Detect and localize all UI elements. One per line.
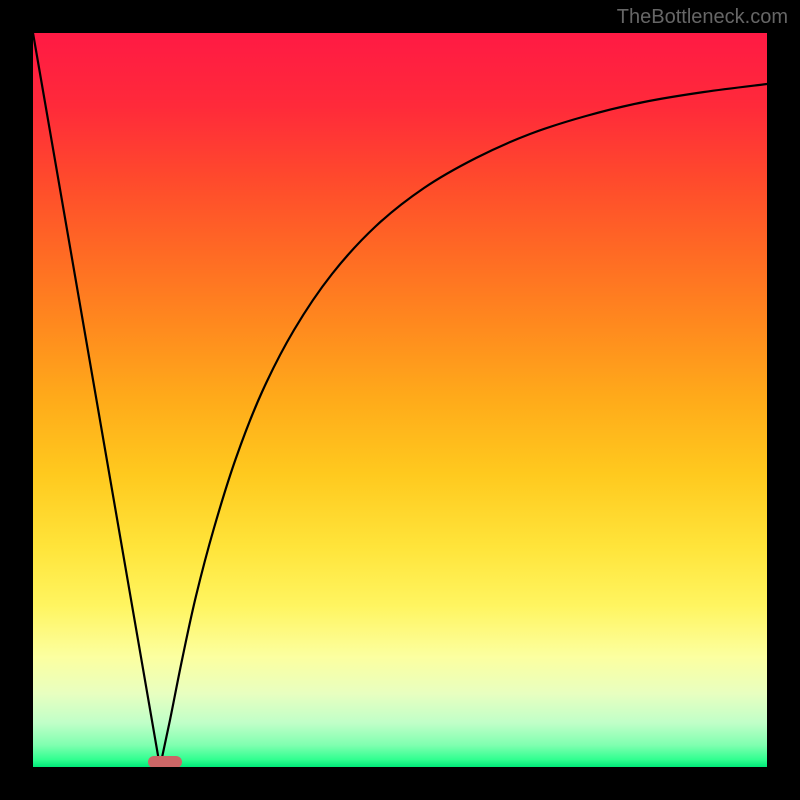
bottleneck-curve: [33, 33, 767, 767]
curve-overlay: [33, 33, 767, 767]
optimal-marker: [148, 756, 182, 767]
plot-area: [33, 33, 767, 767]
watermark-text: TheBottleneck.com: [617, 6, 788, 29]
bottleneck-chart: TheBottleneck.com: [0, 0, 800, 800]
